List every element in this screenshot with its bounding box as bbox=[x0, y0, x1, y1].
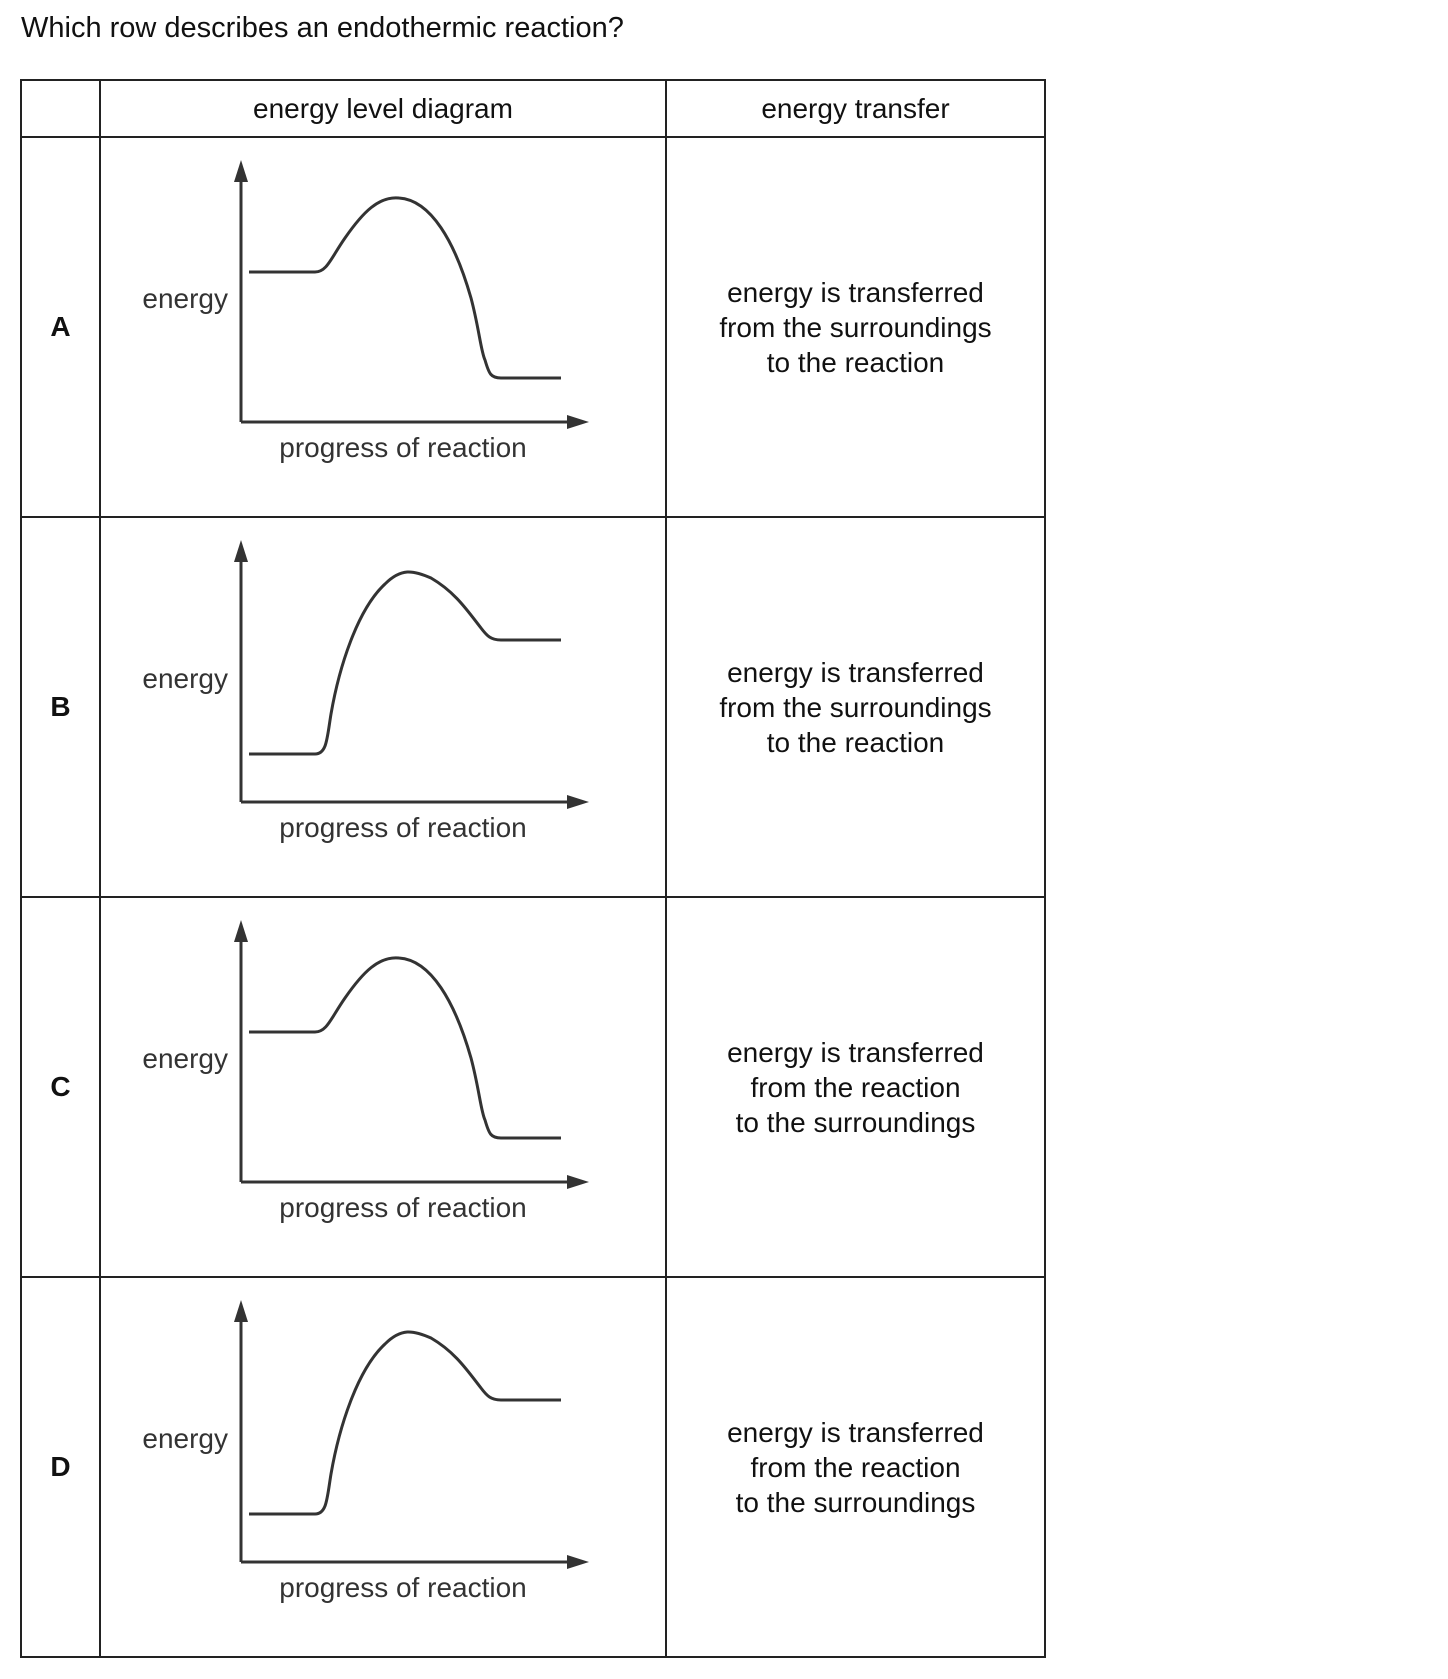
header-transfer: energy transfer bbox=[665, 79, 1046, 138]
energy-diagram-svg: energy progress of reaction bbox=[142, 540, 589, 843]
energy-transfer-text: energy is transferred from the surroundi… bbox=[665, 136, 1046, 518]
transfer-line: to the surroundings bbox=[735, 1106, 976, 1138]
transfer-line: from the surroundings bbox=[719, 691, 992, 723]
transfer-line: from the surroundings bbox=[719, 311, 992, 343]
energy-curve bbox=[249, 570, 561, 756]
option-row-d: D energy progress of reaction energy is … bbox=[20, 1276, 1046, 1658]
transfer-line: from the reaction bbox=[750, 1071, 961, 1103]
transfer-line: to the reaction bbox=[766, 726, 945, 758]
y-axis-label: energy bbox=[142, 663, 228, 694]
y-axis-label: energy bbox=[142, 1423, 228, 1454]
energy-curve bbox=[249, 196, 561, 380]
x-axis-label: progress of reaction bbox=[279, 812, 526, 843]
option-row-a: A energy progress of reaction energy is … bbox=[20, 136, 1046, 518]
transfer-line: to the reaction bbox=[766, 346, 945, 378]
option-letter: D bbox=[20, 1276, 101, 1658]
energy-diagram-svg: energy progress of reaction bbox=[142, 920, 589, 1223]
y-axis-arrowhead bbox=[234, 160, 248, 182]
energy-level-diagram: energy progress of reaction bbox=[99, 136, 667, 518]
option-letter: B bbox=[20, 516, 101, 898]
energy-diagram-svg: energy progress of reaction bbox=[142, 160, 589, 463]
x-axis-label: progress of reaction bbox=[279, 1572, 526, 1603]
x-axis-arrowhead bbox=[567, 415, 589, 429]
x-axis-arrowhead bbox=[567, 795, 589, 809]
transfer-line: from the reaction bbox=[750, 1451, 961, 1483]
y-axis-label: energy bbox=[142, 283, 228, 314]
transfer-line: energy is transferred bbox=[727, 276, 984, 308]
energy-curve bbox=[249, 1330, 561, 1516]
question-text: Which row describes an endothermic react… bbox=[21, 12, 624, 44]
header-row: energy level diagram energy transfer bbox=[20, 79, 1046, 138]
y-axis-arrowhead bbox=[234, 920, 248, 942]
x-axis-label: progress of reaction bbox=[279, 432, 526, 463]
y-axis-arrowhead bbox=[234, 540, 248, 562]
energy-transfer-text: energy is transferred from the surroundi… bbox=[665, 516, 1046, 898]
header-letter bbox=[20, 79, 101, 138]
energy-transfer-text: energy is transferred from the reaction … bbox=[665, 1276, 1046, 1658]
header-diagram: energy level diagram bbox=[99, 79, 667, 138]
option-row-c: C energy progress of reaction energy is … bbox=[20, 896, 1046, 1278]
answer-table: energy level diagram energy transfer A e… bbox=[20, 79, 1046, 1658]
energy-curve bbox=[249, 956, 561, 1140]
option-row-b: B energy progress of reaction energy is … bbox=[20, 516, 1046, 898]
energy-transfer-text: energy is transferred from the reaction … bbox=[665, 896, 1046, 1278]
transfer-line: energy is transferred bbox=[727, 656, 984, 688]
x-axis-arrowhead bbox=[567, 1555, 589, 1569]
y-axis-label: energy bbox=[142, 1043, 228, 1074]
x-axis-arrowhead bbox=[567, 1175, 589, 1189]
energy-level-diagram: energy progress of reaction bbox=[99, 1276, 667, 1658]
energy-level-diagram: energy progress of reaction bbox=[99, 516, 667, 898]
option-letter: A bbox=[20, 136, 101, 518]
energy-diagram-svg: energy progress of reaction bbox=[142, 1300, 589, 1603]
y-axis-arrowhead bbox=[234, 1300, 248, 1322]
x-axis-label: progress of reaction bbox=[279, 1192, 526, 1223]
option-letter: C bbox=[20, 896, 101, 1278]
transfer-line: energy is transferred bbox=[727, 1036, 984, 1068]
energy-level-diagram: energy progress of reaction bbox=[99, 896, 667, 1278]
transfer-line: energy is transferred bbox=[727, 1416, 984, 1448]
transfer-line: to the surroundings bbox=[735, 1486, 976, 1518]
